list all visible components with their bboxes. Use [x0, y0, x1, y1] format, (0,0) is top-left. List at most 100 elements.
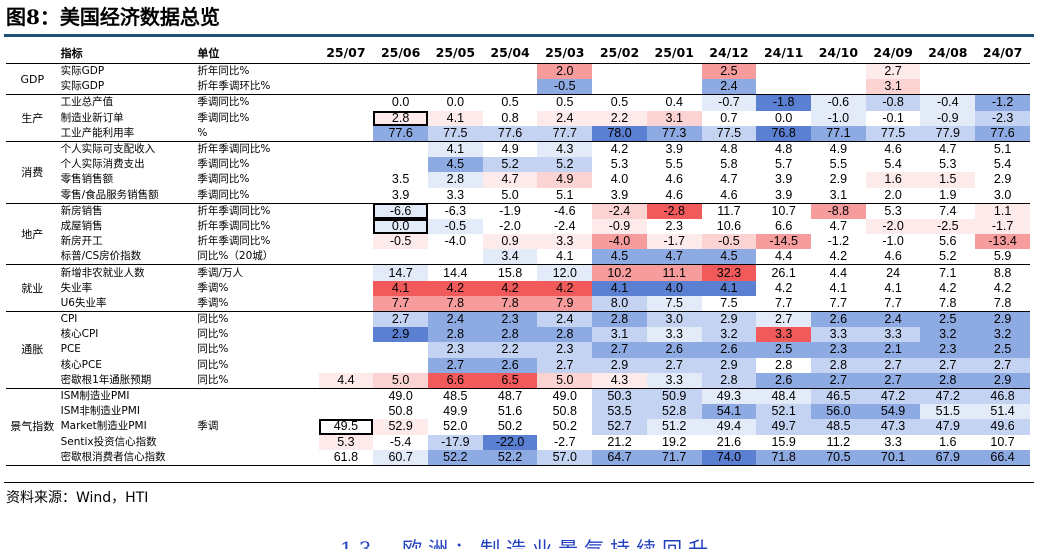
table-row: 密歇根1年通胀预期 同比% 4.4 5.0 6.6 6.5 5.0 4.3 3.3 2.8 2.6 2…	[6, 372, 1030, 389]
value-cell: 2.9	[701, 311, 757, 328]
next-section-title: 13. 欧洲：制造业景气持续回升	[340, 537, 715, 549]
value-cell: 2.0	[537, 63, 593, 80]
value-cell: 3.3	[756, 327, 812, 343]
value-cell: 77.6	[373, 125, 428, 142]
value-cell: 4.1	[427, 141, 483, 158]
value-cell: 7.1	[920, 264, 976, 281]
value-cell: 2.4	[865, 311, 921, 328]
value-cell: -0.5	[537, 79, 593, 96]
value-cell: 4.2	[975, 280, 1030, 296]
value-cell: 10.6	[701, 218, 757, 235]
value-cell: -1.2	[811, 234, 866, 250]
value-cell: 4.3	[592, 372, 647, 389]
value-cell: 1.6	[920, 434, 976, 450]
value-cell: 2.8	[920, 372, 976, 389]
table-row: Sentix投资信心指数 5.3 -5.4 -17.9 -22.0 -2.7 21.2 19.…	[6, 434, 1030, 450]
unit-cell: 同比%	[197, 313, 229, 326]
value-cell: 2.9	[975, 311, 1030, 328]
value-cell: 2.7	[811, 372, 866, 389]
value-cell: 8.0	[592, 295, 647, 312]
value-cell: 2.7	[373, 311, 428, 328]
value-cell	[318, 172, 374, 188]
value-cell	[756, 63, 812, 80]
value-cell: 2.5	[701, 63, 757, 80]
value-cell: 2.9	[592, 357, 647, 373]
value-cell: 77.3	[646, 125, 702, 142]
value-cell: 7.9	[537, 295, 593, 312]
value-cell: 5.6	[920, 234, 976, 250]
indicator-cell: 零售/食品服务销售额	[58, 187, 196, 204]
header-month: 25/04	[482, 42, 538, 64]
indicator-cell: 新房开工	[60, 235, 103, 248]
value-cell: 5.3	[592, 157, 647, 173]
table-header-row: 指标 单位 25/07 25/06 25/05 25/04 25/03 25/02 25/0…	[6, 42, 1030, 64]
value-cell: 50.8	[537, 404, 593, 420]
value-cell: 5.0	[537, 372, 593, 389]
value-cell	[318, 125, 374, 142]
value-cell: 4.2	[920, 280, 976, 296]
value-cell: 5.0	[373, 372, 428, 389]
table-row: Market制造业PMI 季调 49.5 52.9 52.0 50.2 50.2 52.7 51…	[6, 419, 1030, 435]
value-cell: 2.8	[427, 327, 483, 343]
value-cell: 0.0	[373, 94, 428, 111]
value-cell: 3.3	[646, 372, 702, 389]
value-cell: 2.7	[427, 357, 483, 373]
value-cell: 2.3	[482, 311, 538, 328]
indicator-cell: Sentix投资信心指数	[60, 435, 157, 448]
table-row: 生产 工业总产值 季调同比% 0.0 0.0 0.5 0.5 0.5 0.4 -0.7 -1.8 -0…	[6, 94, 1030, 142]
value-cell: 49.5	[318, 419, 374, 435]
value-cell: 77.5	[865, 125, 921, 142]
value-cell: 67.9	[920, 449, 976, 466]
unit-cell: 折年季调同比%	[197, 143, 271, 156]
indicator-cell: 工业总产值	[60, 96, 114, 109]
value-cell: 3.4	[482, 249, 538, 266]
value-cell	[318, 264, 374, 281]
value-cell: 50.2	[537, 419, 593, 435]
value-cell: 77.6	[975, 125, 1030, 142]
table-row: 核心PCE 同比% 2.7 2.6 2.7 2.9 2.7 2.9 2.8 2.8 2.7 2.7 2.…	[6, 357, 1030, 373]
indicator-cell: 核心CPI	[60, 328, 99, 341]
value-cell: 10.7	[756, 203, 812, 219]
value-cell: 0.5	[482, 94, 538, 111]
unit-cell: 季调同比%	[197, 158, 250, 171]
unit-cell: 季调	[197, 420, 219, 433]
value-cell: 4.6	[646, 172, 702, 188]
value-cell: 52.2	[427, 449, 483, 466]
value-cell: 4.4	[756, 249, 812, 266]
indicator-cell: 成屋销售	[60, 219, 103, 232]
value-cell	[373, 79, 428, 96]
unit-cell: 季调同比%	[197, 96, 250, 109]
value-cell: 7.5	[646, 295, 702, 312]
value-cell	[756, 79, 812, 96]
value-cell: 3.0	[975, 187, 1030, 204]
value-cell: 7.7	[865, 295, 921, 312]
value-cell: 4.1	[427, 110, 483, 126]
value-cell: 1.9	[920, 187, 976, 204]
value-cell: 15.8	[482, 264, 538, 281]
indicator-cell: 新增非农就业人数	[60, 266, 145, 279]
value-cell	[373, 357, 428, 373]
table-row: 新房开工 折年季调同比% -0.5 -4.0 0.9 3.3 -4.0 -1.7 -0.5 -14…	[6, 234, 1030, 250]
value-cell: 24	[865, 264, 921, 281]
value-cell: -0.4	[920, 94, 976, 111]
value-cell: 21.6	[701, 434, 757, 450]
header-month: 24/07	[975, 42, 1030, 64]
value-cell: 2.3	[920, 342, 976, 358]
unit-cell: 季调同比%	[197, 111, 250, 124]
value-cell: 3.9	[756, 187, 812, 204]
value-cell: 5.7	[756, 157, 812, 173]
value-cell: 4.2	[592, 141, 647, 158]
value-cell	[318, 94, 374, 111]
value-cell: -0.9	[592, 218, 647, 235]
value-cell: 0.8	[482, 110, 538, 126]
table-row: 景气指数 ISM制造业PMI 49.0 48.5 48.7 49.0 50.3 50.9 49.…	[6, 388, 1030, 466]
value-cell: 3.1	[811, 187, 866, 204]
table-row: ISM非制造业PMI 50.8 49.9 51.6 50.8 53.5 52.8 54.1 52…	[6, 404, 1030, 420]
table-row: 密歇根消费者信心指数 61.8 60.7 52.2 52.2 57.0 64.7 71.7 74…	[6, 449, 1030, 466]
table-row: 制造业新订单 季调同比% 2.8 4.1 0.8 2.4 2.2 3.1 0.7 0.0 -1.0-…	[6, 110, 1030, 126]
unit-cell: 同比%	[195, 372, 319, 389]
indicator-cell: U6失业率	[58, 295, 196, 312]
value-cell: 2.5	[756, 342, 812, 358]
value-cell	[975, 79, 1030, 96]
value-cell: 2.2	[592, 110, 647, 126]
